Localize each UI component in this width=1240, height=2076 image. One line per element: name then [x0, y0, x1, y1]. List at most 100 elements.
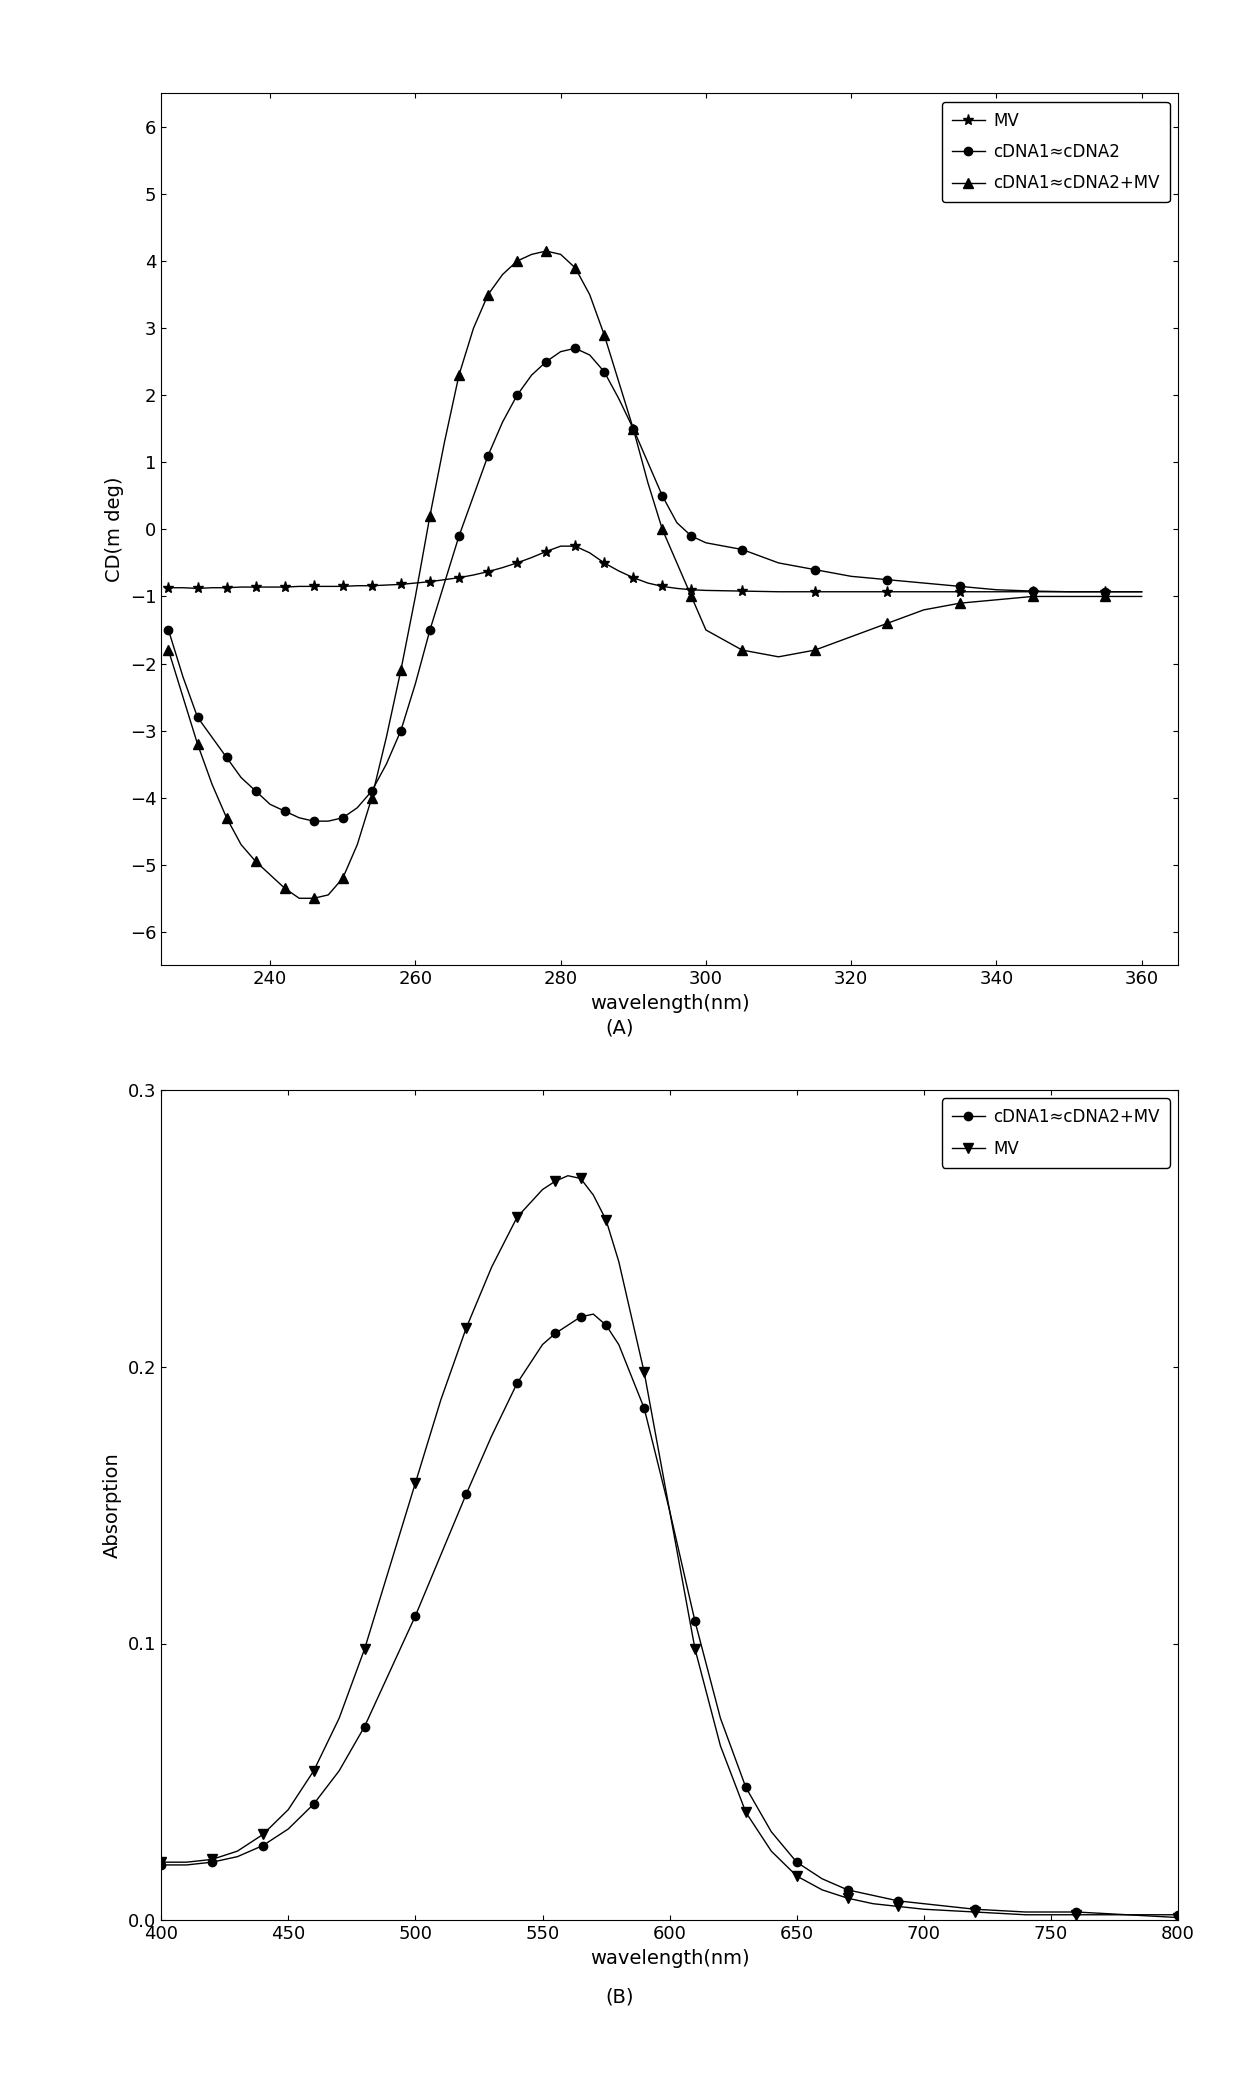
cDNA1≈cDNA2+MV [611, 370, 626, 394]
cDNA1≈cDNA2 [423, 617, 438, 641]
Legend: cDNA1≈cDNA2+MV, MV: cDNA1≈cDNA2+MV, MV [941, 1098, 1169, 1167]
cDNA1≈cDNA2+MV [738, 1775, 753, 1800]
cDNA1≈cDNA2 [626, 417, 641, 442]
cDNA1≈cDNA2+MV [538, 239, 553, 264]
cDNA1≈cDNA2 [233, 766, 248, 791]
cDNA1≈cDNA2+MV [485, 1424, 500, 1449]
MV [611, 1250, 626, 1275]
cDNA1≈cDNA2 [640, 450, 655, 475]
cDNA1≈cDNA2+MV [382, 1659, 397, 1684]
cDNA1≈cDNA2+MV [807, 637, 822, 662]
cDNA1≈cDNA2+MV [459, 1482, 474, 1507]
Line: cDNA1≈cDNA2+MV: cDNA1≈cDNA2+MV [164, 247, 1147, 903]
MV [451, 565, 466, 590]
MV [510, 550, 525, 575]
MV [626, 565, 641, 590]
MV [560, 1163, 575, 1187]
cDNA1≈cDNA2+MV [626, 417, 641, 442]
cDNA1≈cDNA2 [698, 529, 713, 554]
cDNA1≈cDNA2+MV [306, 886, 321, 911]
MV [219, 575, 234, 600]
MV [335, 573, 350, 598]
cDNA1≈cDNA2+MV [599, 1312, 614, 1337]
MV [662, 1499, 677, 1524]
cDNA1≈cDNA2+MV [764, 1819, 779, 1843]
MV [952, 579, 967, 604]
cDNA1≈cDNA2 [843, 565, 858, 590]
cDNA1≈cDNA2 [190, 704, 205, 729]
MV [510, 1204, 525, 1229]
MV [306, 573, 321, 598]
cDNA1≈cDNA2+MV [1097, 583, 1112, 608]
cDNA1≈cDNA2 [670, 511, 684, 536]
cDNA1≈cDNA2+MV [611, 1333, 626, 1358]
cDNA1≈cDNA2+MV [190, 731, 205, 756]
cDNA1≈cDNA2+MV [568, 255, 583, 280]
cDNA1≈cDNA2+MV [916, 1891, 931, 1916]
cDNA1≈cDNA2+MV [180, 1852, 195, 1877]
MV [611, 558, 626, 583]
cDNA1≈cDNA2 [990, 577, 1004, 602]
MV [916, 1897, 931, 1922]
cDNA1≈cDNA2+MV [655, 517, 670, 542]
cDNA1≈cDNA2 [525, 363, 539, 388]
cDNA1≈cDNA2 [379, 752, 394, 776]
MV [436, 567, 451, 592]
cDNA1≈cDNA2+MV [1069, 1900, 1084, 1924]
cDNA1≈cDNA2+MV [841, 1877, 856, 1902]
MV [233, 575, 248, 600]
cDNA1≈cDNA2+MV [291, 886, 306, 911]
cDNA1≈cDNA2+MV [379, 725, 394, 749]
MV [815, 1877, 830, 1902]
cDNA1≈cDNA2 [880, 567, 895, 592]
Line: cDNA1≈cDNA2: cDNA1≈cDNA2 [164, 345, 1146, 826]
cDNA1≈cDNA2+MV [510, 249, 525, 274]
MV [583, 540, 598, 565]
cDNA1≈cDNA2+MV [560, 1312, 575, 1337]
cDNA1≈cDNA2+MV [771, 644, 786, 668]
MV [655, 573, 670, 598]
cDNA1≈cDNA2 [278, 799, 293, 824]
MV [843, 579, 858, 604]
cDNA1≈cDNA2+MV [790, 1850, 805, 1875]
MV [321, 573, 336, 598]
MV [841, 1885, 856, 1910]
cDNA1≈cDNA2+MV [815, 1866, 830, 1891]
cDNA1≈cDNA2+MV [1135, 583, 1149, 608]
MV [248, 575, 263, 600]
cDNA1≈cDNA2+MV [321, 882, 336, 907]
MV [408, 1470, 423, 1495]
MV [306, 1758, 321, 1783]
cDNA1≈cDNA2 [451, 523, 466, 548]
cDNA1≈cDNA2 [1097, 579, 1112, 604]
MV [408, 571, 423, 596]
MV [738, 1800, 753, 1825]
cDNA1≈cDNA2 [583, 343, 598, 367]
MV [866, 1891, 880, 1916]
Y-axis label: CD(m deg): CD(m deg) [105, 477, 124, 581]
MV [525, 546, 539, 571]
MV [990, 579, 1004, 604]
MV [1120, 1902, 1135, 1927]
cDNA1≈cDNA2+MV [154, 1852, 169, 1877]
cDNA1≈cDNA2+MV [1061, 583, 1076, 608]
MV [280, 1798, 295, 1823]
MV [205, 575, 219, 600]
cDNA1≈cDNA2+MV [573, 1304, 588, 1329]
MV [1097, 579, 1112, 604]
cDNA1≈cDNA2+MV [687, 1609, 702, 1634]
MV [365, 573, 379, 598]
cDNA1≈cDNA2 [538, 349, 553, 374]
cDNA1≈cDNA2+MV [662, 1499, 677, 1524]
cDNA1≈cDNA2+MV [393, 658, 408, 683]
cDNA1≈cDNA2 [335, 805, 350, 830]
cDNA1≈cDNA2 [1061, 579, 1076, 604]
cDNA1≈cDNA2 [771, 550, 786, 575]
cDNA1≈cDNA2 [466, 484, 481, 509]
cDNA1≈cDNA2+MV [278, 876, 293, 901]
MV [1061, 579, 1076, 604]
cDNA1≈cDNA2 [205, 725, 219, 749]
cDNA1≈cDNA2+MV [161, 637, 176, 662]
cDNA1≈cDNA2 [436, 571, 451, 596]
cDNA1≈cDNA2+MV [263, 862, 278, 886]
